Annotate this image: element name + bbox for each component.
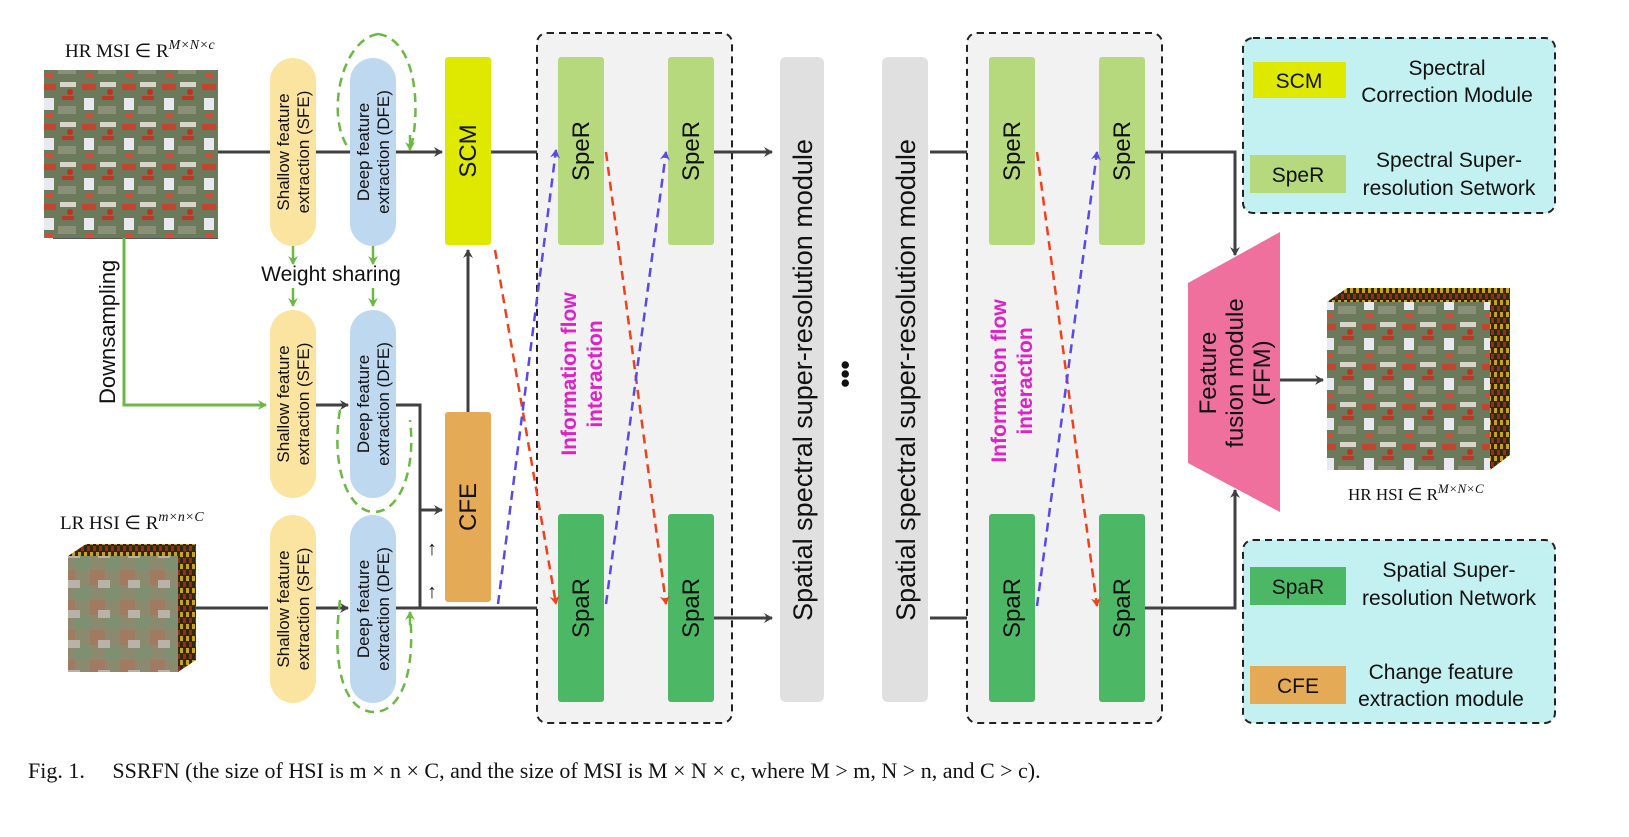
downsampling-arrow — [122, 238, 267, 410]
svg-text:SpeR: SpeR — [1109, 121, 1136, 181]
svg-text:CFE: CFE — [1277, 675, 1319, 698]
spar-na: SpaR — [989, 514, 1035, 702]
sfe-top: Shallow featureextraction (SFE) — [270, 58, 316, 246]
legend-item-cfe: CFE Change feature extraction module — [1250, 661, 1524, 711]
svg-text:SCM: SCM — [455, 124, 482, 177]
svg-text:SpeR: SpeR — [568, 121, 595, 181]
sper-na: SpeR — [989, 57, 1035, 245]
svg-text:SpaR: SpaR — [1109, 578, 1136, 638]
svg-text:SCM: SCM — [1276, 70, 1323, 93]
ssrfn-diagram: HR MSI ∈ RM×N×c LR HSI ∈ Rm×n×C Downsamp… — [44, 32, 1556, 724]
sper-1a: SpeR — [558, 57, 604, 245]
svg-text:Deep featureextraction (DFE): Deep featureextraction (DFE) — [354, 547, 393, 671]
lr-hsi-label: LR HSI ∈ Rm×n×C — [60, 510, 204, 534]
info-flow-label-1: Information flow interaction — [558, 292, 607, 456]
sper-nb: SpeR — [1099, 57, 1145, 245]
ssr-bar-1: Spatial spectral super-resolution module — [780, 57, 824, 702]
svg-text:SpaR: SpaR — [678, 578, 705, 638]
lr-hsi-cube — [68, 544, 196, 672]
svg-text:Spectral Super-: Spectral Super- — [1376, 149, 1522, 172]
hr-msi-label: HR MSI ∈ RM×N×c — [65, 38, 216, 62]
info-flow-label-n: Information flow interaction — [988, 299, 1037, 463]
caption-label: Fig. 1. — [28, 758, 85, 783]
ssr-bar-2: Spatial spectral super-resolution module — [882, 57, 928, 702]
svg-text:SpaR: SpaR — [568, 578, 595, 638]
spar-1a: SpaR — [558, 514, 604, 702]
svg-text:Spatial spectral super-resolut: Spatial spectral super-resolution module — [891, 139, 921, 621]
svg-text:Shallow featureextraction (SFE: Shallow featureextraction (SFE) — [274, 548, 313, 671]
svg-text:Change feature: Change feature — [1369, 661, 1514, 684]
legend-item-sper: SpeR Spectral Super- resolution Setwork — [1250, 149, 1536, 200]
svg-text:resolution Setwork: resolution Setwork — [1363, 177, 1536, 200]
ffm-block: Featurefusion module(FFM) — [1188, 232, 1280, 512]
svg-text:Spatial Super-: Spatial Super- — [1382, 559, 1515, 582]
svg-text:Spatial spectral super-resolut: Spatial spectral super-resolution module — [788, 139, 818, 621]
hr-hsi-label: HR HSI ∈ RM×N×C — [1348, 481, 1484, 504]
svg-text:Shallow featureextraction (SFE: Shallow featureextraction (SFE) — [274, 91, 313, 214]
svg-text:SpaR: SpaR — [999, 578, 1026, 638]
svg-text:resolution Network: resolution Network — [1362, 587, 1536, 610]
dfe-middle-loop — [336, 409, 413, 514]
dfe-middle: Deep featureextraction (DFE) — [350, 310, 396, 498]
caption-text: SSRFN (the size of HSI is m × n × C, and… — [112, 758, 1041, 783]
hr-msi-image — [44, 70, 218, 239]
ellipsis: ••• — [830, 360, 860, 387]
sfe-middle: Shallow featureextraction (SFE) — [270, 310, 316, 498]
svg-text:SpeR: SpeR — [1272, 164, 1325, 187]
svg-text:↑: ↑ — [427, 538, 437, 560]
dfe-bottom: Deep featureextraction (DFE) — [350, 515, 396, 703]
weight-sharing-label: Weight sharing — [261, 263, 401, 286]
svg-text:CFE: CFE — [455, 483, 482, 531]
sper-1b: SpeR — [668, 57, 714, 245]
dfe-top-loop — [336, 32, 417, 151]
spar-1b: SpaR — [668, 514, 714, 702]
downsampling-label: Downsampling — [95, 260, 120, 404]
cfe-block: CFE — [445, 412, 491, 602]
svg-text:Deep featureextraction (DFE): Deep featureextraction (DFE) — [354, 342, 393, 466]
svg-text:Shallow featureextraction (SFE: Shallow featureextraction (SFE) — [274, 343, 313, 466]
svg-text:SpeR: SpeR — [999, 121, 1026, 181]
dfe-bottom-loop — [336, 599, 413, 714]
svg-text:↑: ↑ — [427, 581, 437, 603]
svg-text:Featurefusion module(FFM): Featurefusion module(FFM) — [1195, 298, 1276, 447]
svg-text:SpaR: SpaR — [1272, 576, 1325, 599]
dfe-top: Deep featureextraction (DFE) — [350, 58, 396, 246]
figure-caption: Fig. 1. SSRFN (the size of HSI is m × n … — [28, 758, 1041, 784]
hr-hsi-cube — [1327, 288, 1510, 470]
legend-item-spar: SpaR Spatial Super- resolution Network — [1250, 559, 1536, 610]
legend-item-scm: SCM Spectral Correction Module — [1253, 57, 1533, 107]
svg-text:extraction module: extraction module — [1358, 688, 1524, 711]
svg-text:Deep featureextraction (DFE): Deep featureextraction (DFE) — [354, 90, 393, 214]
spar-nb: SpaR — [1099, 514, 1145, 702]
svg-text:SpeR: SpeR — [678, 121, 705, 181]
sfe-bottom: Shallow featureextraction (SFE) — [270, 515, 316, 703]
svg-text:Spectral: Spectral — [1408, 57, 1485, 80]
scm-block: SCM — [445, 57, 491, 245]
svg-text:Correction Module: Correction Module — [1361, 84, 1533, 107]
